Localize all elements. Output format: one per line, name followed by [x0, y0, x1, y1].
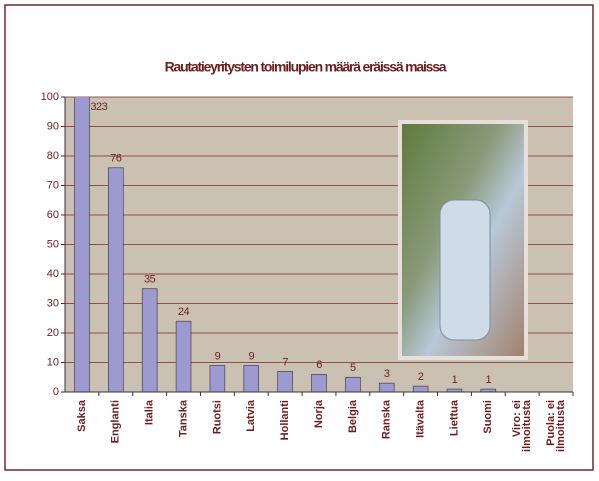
x-tick-label: Belgia	[347, 399, 359, 433]
chart-title: Rautatieyritysten toimilupien määrä eräi…	[165, 59, 447, 75]
bar	[244, 365, 259, 392]
x-tick-label: Puola: eiilmoitusta	[545, 399, 567, 452]
value-label: 9	[248, 350, 254, 362]
value-label: 76	[110, 153, 122, 165]
value-label: 6	[316, 359, 322, 371]
value-label: 3	[384, 368, 390, 380]
x-tick-label: Liettua	[448, 399, 460, 436]
bar	[278, 371, 293, 392]
y-tick-label: 90	[47, 120, 59, 132]
x-tick-label: Suomi	[482, 400, 494, 434]
bar	[345, 377, 360, 392]
bar	[413, 386, 428, 392]
value-label: 1	[486, 374, 492, 386]
y-tick-label: 60	[47, 209, 59, 221]
train-shape	[440, 200, 490, 340]
bar	[176, 321, 191, 392]
x-tick-label: Ruotsi	[211, 400, 223, 434]
value-label: 1	[452, 374, 458, 386]
x-tick-label: Englanti	[110, 400, 122, 443]
value-label: 7	[282, 356, 288, 368]
bar	[210, 365, 225, 392]
bar	[312, 374, 327, 392]
bar	[108, 168, 123, 392]
value-label: 323	[90, 101, 107, 113]
y-tick-label: 70	[47, 179, 59, 191]
value-label: 35	[144, 274, 156, 286]
y-tick-label: 40	[47, 268, 59, 280]
y-tick-label: 100	[41, 91, 59, 103]
bar	[379, 383, 394, 392]
value-label: 24	[178, 306, 190, 318]
y-tick-label: 30	[47, 297, 59, 309]
value-label: 5	[350, 362, 356, 374]
value-label: 9	[215, 350, 221, 362]
x-tick-label: Tanska	[177, 399, 189, 437]
x-tick-label: Hollanti	[279, 400, 291, 440]
y-tick-label: 50	[47, 238, 59, 250]
y-tick-label: 0	[53, 386, 59, 398]
x-tick-label: Latvia	[245, 399, 257, 432]
y-tick-label: 20	[47, 327, 59, 339]
x-tick-label: Italia	[144, 399, 156, 425]
chart: Rautatieyritysten toimilupien määrä eräi…	[0, 0, 599, 481]
x-tick-label: Itävalta	[415, 399, 427, 438]
y-tick-label: 10	[47, 356, 59, 368]
x-tick-label: Saksa	[76, 399, 88, 432]
x-tick-label: Ranska	[381, 399, 393, 439]
y-tick-label: 80	[47, 150, 59, 162]
x-tick-label: Norja	[313, 399, 325, 428]
bar	[142, 289, 157, 392]
value-label: 2	[418, 371, 424, 383]
